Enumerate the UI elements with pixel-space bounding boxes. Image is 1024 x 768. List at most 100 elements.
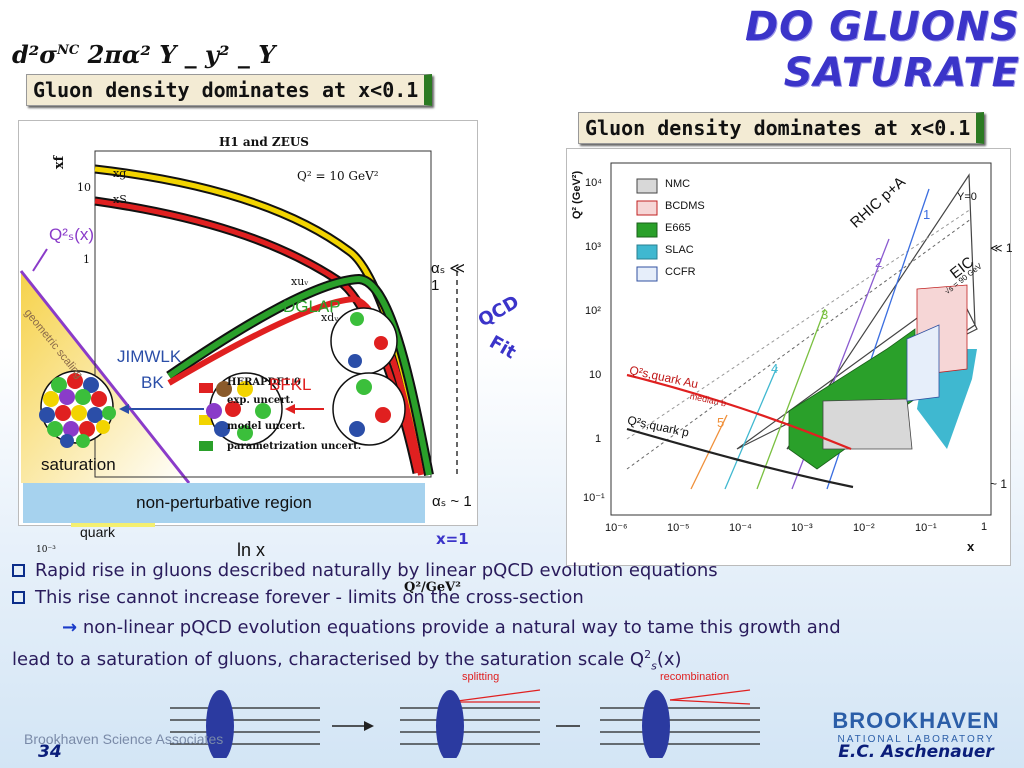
formula-sup: NC bbox=[57, 43, 80, 58]
qs-p-curve bbox=[626, 427, 854, 489]
y0-label: Y=0 bbox=[957, 191, 977, 203]
legend-swatch-e665 bbox=[636, 222, 658, 238]
banner-right: Gluon density dominates at x<0.1 bbox=[578, 112, 985, 144]
saturation-label: saturation bbox=[41, 455, 116, 474]
bullet-1-text: Rapid rise in gluons described naturally… bbox=[35, 560, 718, 581]
line-3-label: 3 bbox=[821, 307, 829, 322]
xtick-1e-6: 10⁻⁶ bbox=[605, 522, 628, 534]
xtick-1e-1: 10⁻¹ bbox=[915, 522, 937, 534]
legend-ccfr: CCFR bbox=[665, 266, 696, 278]
formula-mid: 2πα² Y _ y² _ Y bbox=[79, 40, 276, 69]
qcd-label: QCD bbox=[474, 291, 523, 332]
fit-label: Fit bbox=[485, 331, 520, 364]
parton-dglap-1 bbox=[356, 379, 372, 395]
arrow-icon: → bbox=[62, 617, 78, 638]
logo-sub-text: NATIONAL LABORATORY bbox=[837, 734, 995, 745]
bk-label: BK bbox=[141, 373, 164, 392]
parton-dglap-2 bbox=[375, 407, 391, 423]
ytick-1e4: 10⁴ bbox=[585, 177, 602, 189]
parton-mid-7 bbox=[237, 425, 253, 441]
parton-mid-1 bbox=[216, 381, 232, 397]
line-4 bbox=[724, 366, 778, 490]
parton-green bbox=[350, 312, 364, 326]
nmc-region bbox=[822, 398, 913, 450]
cross-section-formula: d²σNC 2πα² Y _ y² _ Y bbox=[12, 40, 275, 69]
x1-label: x=1 bbox=[436, 530, 469, 548]
e665-region bbox=[788, 328, 916, 470]
banner-left: Gluon density dominates at x<0.1 bbox=[26, 74, 433, 106]
right-figure-panel: NMC BCDMS E665 SLAC CCFR Q² (GeV²) x 10⁴… bbox=[566, 148, 1013, 566]
lnx-label: ln x bbox=[237, 540, 266, 560]
jimwlk-label: JIMWLK bbox=[117, 347, 182, 366]
parton-mid-3 bbox=[206, 403, 222, 419]
diagram-arrowhead bbox=[364, 721, 374, 731]
legend-swatch-nmc bbox=[636, 178, 658, 194]
line-5-label: 5 bbox=[717, 415, 725, 430]
xq2-plot-frame bbox=[610, 162, 992, 516]
proton-diagram-3 bbox=[600, 689, 760, 758]
curve-xg-label: xg bbox=[113, 167, 127, 180]
legend-exp: exp. uncert. bbox=[227, 395, 294, 406]
left-figure-panel: H1 and ZEUS Q² = 10 GeV² xf 10 1 xg xS x… bbox=[18, 120, 523, 527]
right-x-axis-label: x bbox=[967, 539, 975, 554]
q2-label: Q² = 10 GeV² bbox=[297, 169, 379, 183]
bullet-3-sup: 2 bbox=[644, 648, 652, 661]
alpha-one-label: αₛ ~ 1 bbox=[432, 493, 472, 510]
alpha-small-label: αₛ ≪ 1 bbox=[431, 260, 466, 294]
parton-mid-4 bbox=[225, 401, 241, 417]
tick-minus3: 10⁻³ bbox=[36, 545, 56, 555]
nonpert-label: non-perturbative region bbox=[136, 493, 312, 512]
legend-nmc: NMC bbox=[665, 178, 691, 190]
bullet-1: Rapid rise in gluons described naturally… bbox=[12, 560, 1012, 587]
xuv-curve bbox=[167, 275, 432, 476]
footer-organization: Brookhaven Science Associates bbox=[24, 731, 224, 747]
bullet-2: This rise cannot increase forever - limi… bbox=[12, 587, 1012, 614]
xdv-curve bbox=[167, 295, 424, 476]
edge-ll1: ≪ 1 bbox=[990, 241, 1013, 255]
page-number: 34 bbox=[38, 742, 62, 762]
pdf-y-axis: xf bbox=[52, 155, 68, 170]
tick-10: 10 bbox=[77, 181, 91, 194]
curve-xuv-label: xuᵥ bbox=[291, 275, 309, 288]
legend-param: parametrization uncert. bbox=[227, 441, 362, 452]
bk-arrowhead bbox=[119, 404, 129, 414]
tick-1: 1 bbox=[83, 253, 90, 266]
pdf-plot-frame bbox=[94, 150, 432, 478]
legend-swatch-slac bbox=[636, 244, 658, 260]
parton-mid-2 bbox=[237, 381, 253, 397]
proton-diagram-2 bbox=[400, 689, 541, 758]
nonpert-band bbox=[23, 483, 425, 523]
edge-ll2: ~ 1 bbox=[990, 477, 1008, 491]
qs-au-curve bbox=[626, 373, 852, 451]
legend-model: model uncert. bbox=[227, 421, 306, 432]
formula-left: d²σ bbox=[12, 40, 57, 69]
quark-label: quark bbox=[80, 524, 116, 540]
ytick-1e2: 10² bbox=[585, 305, 601, 317]
parton-red bbox=[374, 336, 388, 350]
legend-box-exp bbox=[199, 383, 213, 393]
line-3 bbox=[756, 308, 826, 490]
bullet-3: → non-linear pQCD evolution equations pr… bbox=[12, 614, 1012, 680]
bullet-2-text: This rise cannot increase forever - limi… bbox=[35, 587, 584, 608]
legend-box-model bbox=[199, 415, 213, 425]
xtick-1e-2: 10⁻² bbox=[853, 522, 875, 534]
xtick-1: 1 bbox=[981, 521, 988, 533]
ytick-1e-1: 10⁻¹ bbox=[583, 492, 605, 504]
legend-bcdms: BCDMS bbox=[665, 200, 705, 212]
legend-swatch-ccfr bbox=[636, 266, 658, 282]
legend-title: HERAPDF1.0 bbox=[227, 377, 301, 388]
h1-title: H1 and ZEUS bbox=[219, 135, 309, 149]
left-figure-svg bbox=[19, 150, 458, 527]
right-figure-svg bbox=[610, 162, 992, 516]
ytick-1e3: 10³ bbox=[585, 241, 601, 253]
splitting-label: splitting bbox=[462, 671, 500, 683]
parton-blue bbox=[348, 354, 362, 368]
legend-slac: SLAC bbox=[665, 244, 694, 256]
quark-box bbox=[71, 523, 155, 527]
ytick-10: 10 bbox=[589, 369, 602, 381]
curve-xs-label: xS bbox=[113, 193, 127, 206]
line-2-label: 2 bbox=[875, 255, 883, 270]
ccfr-region bbox=[906, 324, 940, 402]
proton-diagram-1 bbox=[170, 690, 320, 758]
bfkl-label: BFKL bbox=[269, 375, 312, 394]
